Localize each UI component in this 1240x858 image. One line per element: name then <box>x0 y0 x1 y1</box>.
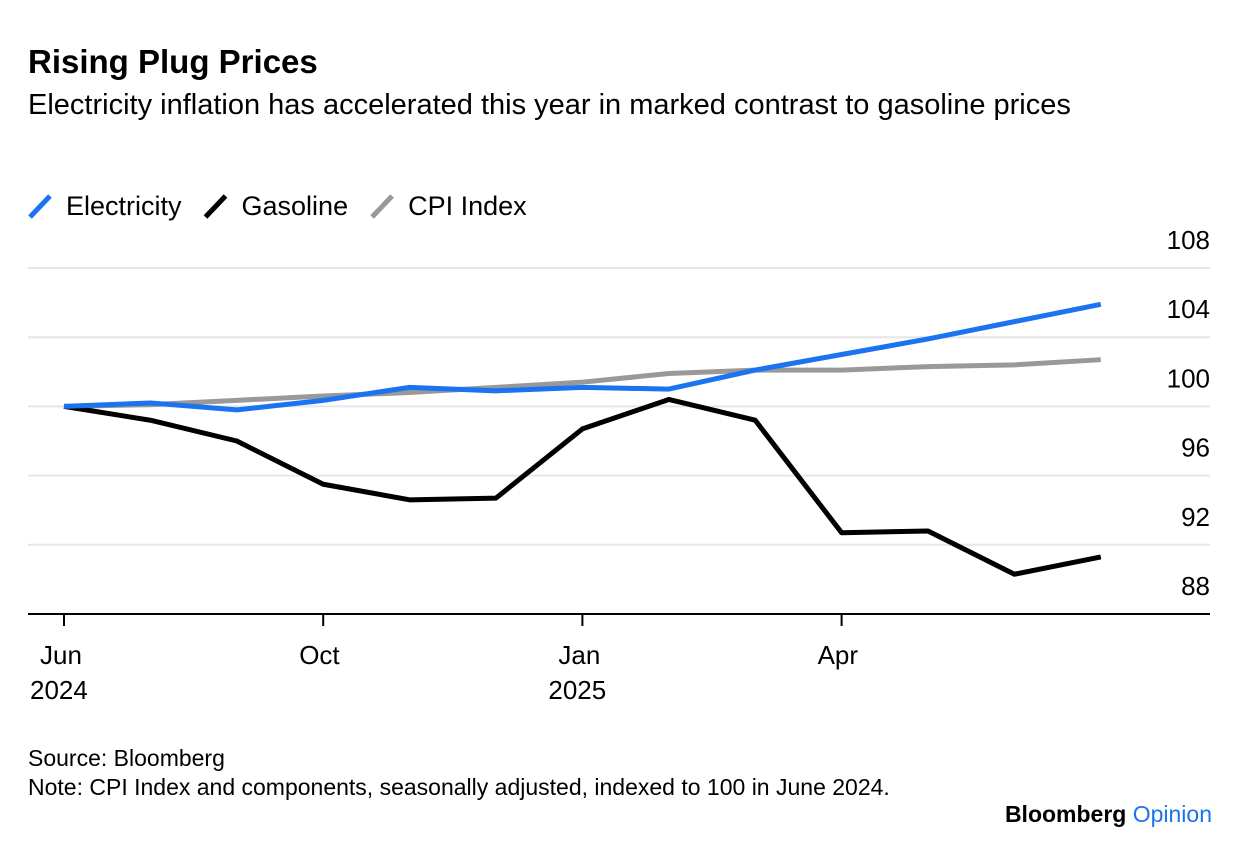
y-tick-label: 104 <box>1167 294 1210 324</box>
note: Note: CPI Index and components, seasonal… <box>28 774 890 800</box>
brand-name: Bloomberg <box>1005 801 1126 827</box>
series-line <box>63 396 1102 577</box>
y-tick-label: 100 <box>1167 363 1210 393</box>
x-tick-label: Jan 2025 <box>548 640 606 705</box>
subtitle-box: Electricity inflation has accelerated th… <box>28 89 1071 121</box>
legend-swatch <box>28 194 52 219</box>
legend-swatch <box>370 194 394 219</box>
series-line <box>63 301 1102 413</box>
legend: Electricity Gasoline CPI Index <box>28 191 527 221</box>
source: Source: Bloomberg <box>28 745 225 771</box>
legend-label: Gasoline <box>242 191 349 221</box>
chart-subtitle: Electricity inflation has accelerated th… <box>28 89 1071 121</box>
y-tick-label: 88 <box>1181 571 1210 601</box>
series-line <box>63 357 1101 409</box>
x-tick-label: Jun 2024 <box>30 640 88 705</box>
brand: Bloomberg Opinion <box>1005 801 1212 827</box>
note-box: Note: CPI Index and components, seasonal… <box>28 774 890 800</box>
y-tick-label: 96 <box>1181 433 1210 463</box>
y-tick-label: 92 <box>1181 502 1210 532</box>
plot: 88 92 96 100 104 108 Jun 2024 Oct Jan 2025 Apr <box>28 225 1210 705</box>
x-tick-label: Oct <box>299 640 340 670</box>
y-tick-label: 108 <box>1167 225 1210 255</box>
legend-label: Electricity <box>66 191 182 221</box>
brand-suffix: Opinion <box>1133 801 1212 827</box>
x-tick-label: Apr <box>818 640 859 670</box>
legend-swatch <box>203 194 228 219</box>
chart-title: Rising Plug Prices <box>28 43 318 80</box>
legend-label: CPI Index <box>408 191 527 221</box>
